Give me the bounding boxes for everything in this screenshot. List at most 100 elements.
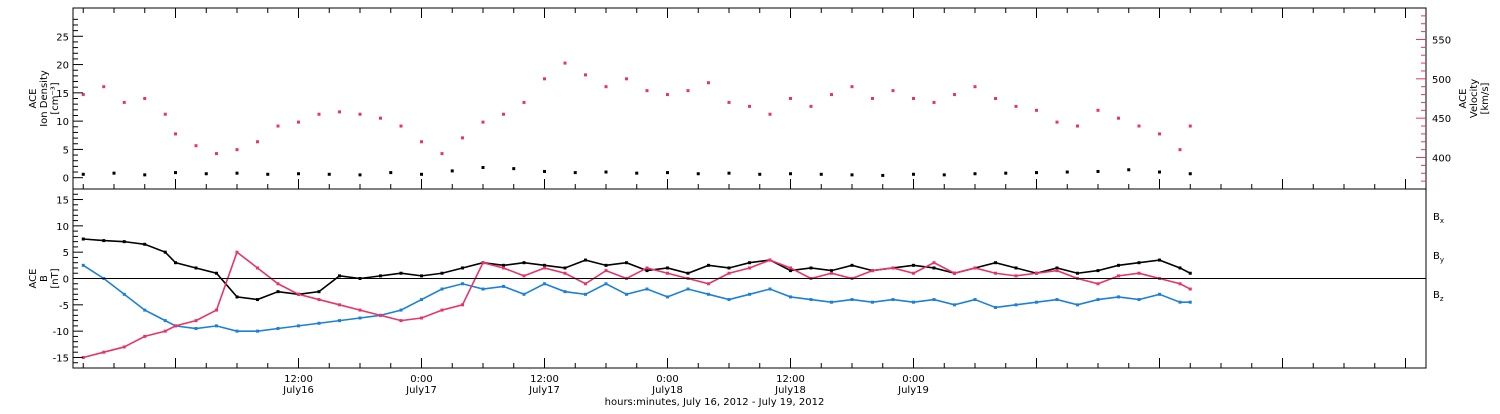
- field-point-bz: [953, 271, 956, 275]
- velocity-point: [1035, 108, 1038, 112]
- field-point-bx: [1076, 271, 1079, 275]
- legend-bx: Bx: [1433, 212, 1444, 225]
- field-point-bz: [235, 250, 239, 254]
- density-point: [358, 173, 362, 177]
- top-right-axis-label-line: Velocity: [1469, 79, 1480, 118]
- field-point-bz: [1137, 271, 1141, 275]
- density-point: [696, 172, 700, 176]
- field-point-by: [625, 292, 628, 296]
- velocity-point: [563, 61, 567, 65]
- field-point-by: [768, 287, 772, 291]
- field-point-by: [563, 290, 567, 294]
- field-point-bz: [666, 271, 669, 275]
- density-point: [758, 172, 762, 176]
- velocity-point: [1158, 132, 1161, 136]
- velocity-point: [850, 85, 854, 89]
- field-point-bx: [143, 242, 147, 246]
- field-point-bx: [1178, 266, 1182, 270]
- field-point-bz: [543, 266, 546, 270]
- field-point-by: [809, 298, 813, 302]
- density-point: [635, 171, 639, 175]
- velocity-point: [748, 104, 751, 108]
- density-point: [573, 171, 577, 175]
- field-point-by: [317, 321, 321, 325]
- field-point-bz: [891, 266, 895, 270]
- density-point: [819, 172, 823, 176]
- field-point-bz: [461, 303, 464, 307]
- field-point-by: [686, 287, 690, 291]
- velocity-point: [81, 93, 85, 97]
- field-point-bx: [256, 298, 259, 302]
- velocity-point: [379, 116, 382, 120]
- field-point-by: [481, 287, 485, 291]
- velocity-point: [174, 132, 177, 136]
- field-point-bx: [584, 258, 587, 262]
- field-point-bx: [850, 263, 854, 267]
- velocity-point: [1178, 148, 1182, 152]
- velocity-point: [276, 124, 280, 128]
- field-point-by: [953, 303, 956, 307]
- bottom-left-axis-label: ACEB[nT]: [28, 268, 61, 288]
- density-point: [543, 169, 546, 173]
- bottom-left-axis-label-line: B: [39, 275, 50, 282]
- field-point-bz: [358, 308, 362, 312]
- field-point-bx: [1117, 263, 1120, 267]
- field-point-bz: [871, 269, 874, 273]
- field-point-bz: [163, 329, 167, 333]
- field-point-bz: [276, 282, 280, 286]
- field-point-bz: [338, 303, 341, 307]
- field-point-bx: [1188, 271, 1192, 275]
- density-point: [389, 171, 393, 175]
- bottom-left-axis-label-line: [nT]: [50, 268, 61, 288]
- top-right-axis-label: ACEVelocity[km/s]: [1458, 79, 1491, 118]
- top-right-axis-label-line: [km/s]: [1480, 82, 1491, 114]
- field-point-by: [604, 282, 608, 286]
- velocity-point: [543, 77, 546, 81]
- field-point-by: [1014, 303, 1018, 307]
- velocity-point: [1188, 124, 1192, 128]
- field-point-bx: [830, 269, 833, 273]
- field-point-by: [748, 292, 751, 296]
- field-point-by: [1158, 292, 1161, 296]
- field-point-bz: [994, 271, 997, 275]
- density-point: [235, 171, 239, 175]
- density-point: [204, 172, 208, 176]
- velocity-point: [809, 104, 813, 108]
- field-point-by: [543, 282, 546, 286]
- velocity-point: [440, 152, 444, 156]
- velocity-point: [522, 100, 526, 104]
- density-point: [727, 171, 731, 175]
- field-point-bz: [707, 282, 710, 286]
- field-point-by: [163, 319, 167, 323]
- top-left-axis-label-line: ACE: [28, 89, 39, 109]
- velocity-point: [891, 89, 895, 93]
- field-point-bz: [1117, 274, 1120, 278]
- field-point-bz: [481, 261, 485, 265]
- velocity-point: [789, 97, 792, 100]
- velocity-point: [502, 112, 505, 116]
- field-point-bx: [420, 274, 423, 278]
- field-point-bx: [994, 261, 997, 265]
- field-point-bz: [768, 258, 772, 262]
- bottom-left-tick-label: -10: [53, 327, 69, 338]
- x-tick-label-date: July18: [774, 385, 806, 396]
- legend-subscript: y: [1440, 256, 1444, 264]
- velocity-point: [399, 124, 403, 128]
- field-point-by: [522, 292, 526, 296]
- top-right-axis-label-line: ACE: [1458, 89, 1469, 109]
- field-point-by: [830, 300, 833, 304]
- field-point-bx: [645, 269, 649, 273]
- velocity-point: [122, 100, 126, 104]
- velocity-point: [1137, 124, 1141, 128]
- legend-subscript: x: [1440, 217, 1444, 225]
- field-point-bz: [932, 261, 936, 265]
- field-point-by: [1117, 295, 1120, 299]
- legend-bz: Bz: [1433, 290, 1444, 303]
- field-point-bz: [440, 308, 444, 312]
- field-point-bx: [440, 271, 444, 275]
- velocity-point: [625, 77, 628, 81]
- velocity-point: [1055, 120, 1059, 124]
- field-point-bz: [143, 334, 147, 338]
- field-point-bx: [174, 261, 177, 265]
- density-point: [1127, 168, 1131, 172]
